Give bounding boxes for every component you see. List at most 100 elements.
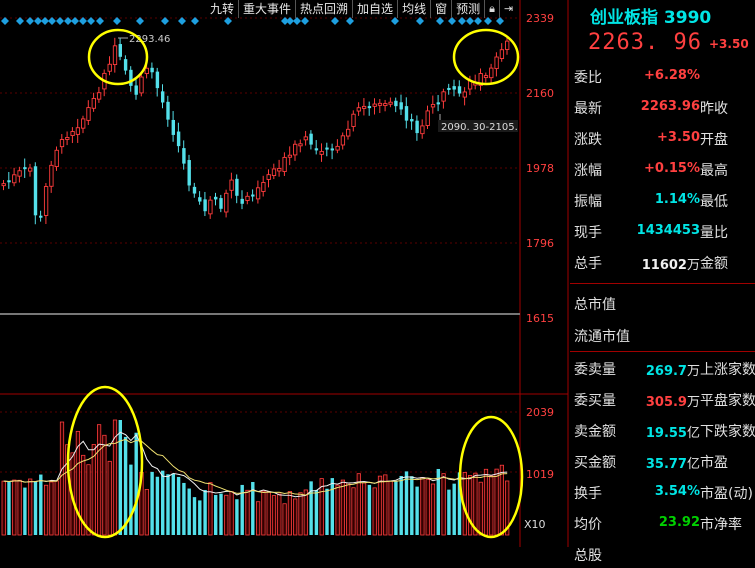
event-diamond-icon[interactable] xyxy=(416,17,424,25)
add-watchlist-button[interactable]: 加自选 xyxy=(352,0,397,18)
volume-bar xyxy=(203,490,207,535)
event-diamond-icon[interactable] xyxy=(161,17,169,25)
event-diamond-icon[interactable] xyxy=(496,17,504,25)
event-diamond-icon[interactable] xyxy=(436,17,444,25)
hotspot-review-button[interactable]: 热点回溯 xyxy=(295,0,352,18)
nine-turn-button[interactable]: 九转 xyxy=(210,2,235,16)
event-diamond-icon[interactable] xyxy=(448,17,456,25)
event-diamond-icon[interactable] xyxy=(331,17,339,25)
quote-row: 涨幅 +0.15% 最高 xyxy=(570,155,755,183)
chart-toolbar: 九转 重大事件 热点回溯 加自选 均线 窗 预测 🔒︎ ⇥ xyxy=(206,0,517,18)
highlight-ellipse-volume-left xyxy=(66,385,144,539)
volume-bar xyxy=(255,501,261,536)
event-diamond-icon[interactable] xyxy=(41,17,49,25)
quote-row: 总手 11602万 金额 xyxy=(570,248,755,276)
quote-value: +0.15% xyxy=(644,161,700,176)
volume-bar xyxy=(59,421,65,536)
event-diamond-icon[interactable] xyxy=(48,17,56,25)
event-diamond-icon[interactable] xyxy=(87,17,95,25)
volume-bar xyxy=(340,479,346,536)
event-diamond-icon[interactable] xyxy=(346,17,354,25)
candle-body xyxy=(367,106,372,109)
event-diamond-icon[interactable] xyxy=(56,17,64,25)
volume-bar xyxy=(303,489,308,536)
candle-body xyxy=(457,86,462,94)
volume-bar xyxy=(377,475,383,536)
event-diamond-icon[interactable] xyxy=(26,17,34,25)
candle-body xyxy=(176,131,181,147)
candle-body xyxy=(28,167,33,172)
candle-body xyxy=(351,113,356,127)
candle-body xyxy=(198,197,202,202)
candle-body xyxy=(420,125,425,135)
volume-bar xyxy=(102,434,107,536)
volume-bar xyxy=(123,436,128,535)
event-diamond-icon[interactable] xyxy=(71,17,79,25)
major-events-button[interactable]: 重大事件 xyxy=(238,0,295,18)
candle-body xyxy=(383,103,388,107)
event-diamond-icon[interactable] xyxy=(474,17,482,25)
event-diamond-icon[interactable] xyxy=(16,17,24,25)
candle-body xyxy=(12,174,17,184)
candle-body xyxy=(39,215,43,218)
event-diamond-icon[interactable] xyxy=(391,17,399,25)
event-diamond-icon[interactable] xyxy=(293,17,301,25)
event-diamond-icon[interactable] xyxy=(224,17,232,25)
moving-average-button[interactable]: 均线 xyxy=(397,0,430,18)
exit-icon[interactable]: ⇥ xyxy=(498,0,517,18)
candle-body xyxy=(208,199,213,215)
chart-canvas[interactable]: 2293.46 2090. 30-2105. 2339 2160 1978 17… xyxy=(0,0,755,547)
quote-label-secondary: 最低 xyxy=(700,194,728,210)
event-diamond-icon[interactable] xyxy=(466,17,474,25)
candle-body xyxy=(182,148,186,164)
candle-body xyxy=(235,178,239,196)
event-diamond-icon[interactable] xyxy=(178,17,186,25)
quote-label: 均价 xyxy=(574,517,602,533)
candle-body xyxy=(489,67,494,79)
candle-body xyxy=(7,180,11,183)
event-diamond-icon[interactable] xyxy=(281,17,289,25)
volume-bar xyxy=(356,473,361,536)
quote-label: 委买量 xyxy=(574,393,616,409)
candle-body xyxy=(266,174,271,180)
high-price-label: 2293.46 xyxy=(129,34,170,45)
event-diamond-icon[interactable] xyxy=(484,17,492,25)
candle-body xyxy=(436,102,440,105)
event-diamond-icon[interactable] xyxy=(113,17,121,25)
event-diamond-icon[interactable] xyxy=(96,17,104,25)
candle-body xyxy=(415,120,419,134)
candle-body xyxy=(499,49,505,59)
volume-bar xyxy=(49,481,54,536)
candle-body xyxy=(282,156,287,172)
event-diamond-icon[interactable] xyxy=(458,17,466,25)
candle-body xyxy=(59,139,65,148)
volume-bar xyxy=(436,468,440,535)
event-diamond-icon[interactable] xyxy=(34,17,42,25)
quote-value: 35.77亿 xyxy=(645,457,700,472)
candle-body xyxy=(229,179,234,191)
quote-row: 委比 +6.28% xyxy=(570,62,755,90)
volume-bar xyxy=(166,474,170,535)
candle-body xyxy=(23,167,27,170)
event-diamond-icon[interactable] xyxy=(191,17,199,25)
volume-bar xyxy=(282,503,287,536)
event-diamond-icon[interactable] xyxy=(1,17,9,25)
candle-body xyxy=(91,97,96,109)
event-diamond-icon[interactable] xyxy=(136,17,144,25)
candle-body xyxy=(261,182,266,192)
event-diamond-icon[interactable] xyxy=(79,17,87,25)
range-label: 2090. 30-2105. xyxy=(441,122,518,133)
volume-bar xyxy=(473,472,478,536)
forecast-button[interactable]: 预测 xyxy=(451,0,484,18)
lock-icon[interactable]: 🔒︎ xyxy=(484,0,499,18)
event-markers[interactable] xyxy=(1,17,504,25)
window-button[interactable]: 窗 xyxy=(430,0,451,18)
volume-bar xyxy=(235,499,239,535)
event-diamond-icon[interactable] xyxy=(301,17,309,25)
candle-body xyxy=(96,92,102,100)
event-diamond-icon[interactable] xyxy=(64,17,72,25)
candle-body xyxy=(129,69,133,86)
event-diamond-icon[interactable] xyxy=(286,17,294,25)
volume-bar xyxy=(240,484,244,535)
candle-body xyxy=(118,44,122,57)
